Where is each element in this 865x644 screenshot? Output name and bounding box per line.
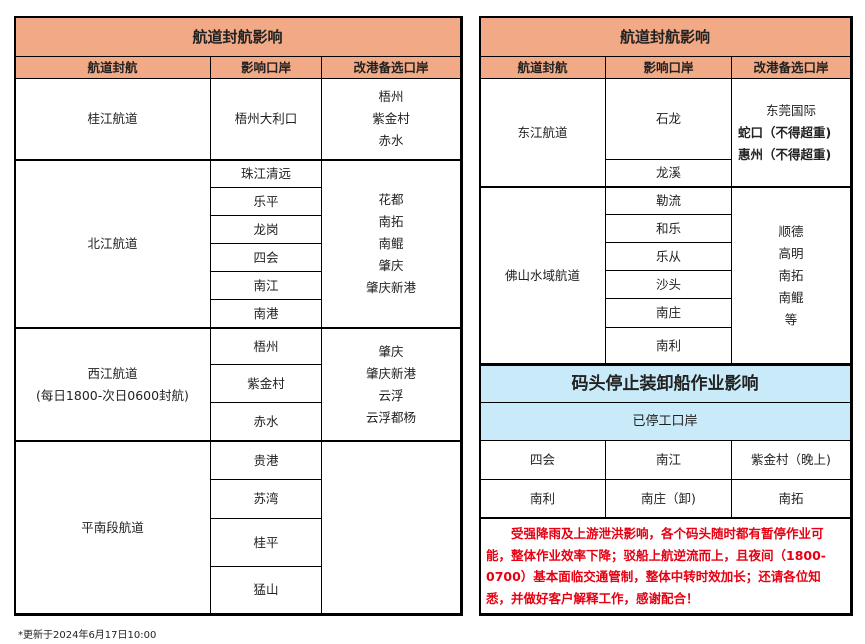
header-alternative-ports: 改港备选口岸 (732, 57, 851, 79)
alt-port: 惠州（不得超重) (738, 146, 832, 162)
channel-cell: 东江航道 (480, 79, 606, 187)
alt-port: 赤水 (378, 133, 404, 148)
alt-port: 花都 (378, 192, 404, 207)
stopped-port: 南利 (480, 480, 606, 518)
port-cell: 四会 (211, 244, 322, 272)
alt-port: 肇庆新港 (365, 280, 416, 295)
alternatives-cell: 肇庆 肇庆新港 云浮 云浮都杨 (322, 327, 461, 441)
channel-cell: 佛山水域航道 (480, 186, 606, 364)
alt-port: 梧州 (378, 89, 404, 104)
alternatives-cell-empty (322, 440, 461, 614)
stoppage-subtitle: 已停工口岸 (480, 403, 851, 441)
port-cell: 赤水 (211, 403, 322, 441)
port-cell: 和乐 (606, 215, 732, 243)
left-table-title: 航道封航影响 (15, 17, 461, 57)
alt-port: 蛇口（不得超重) (738, 124, 832, 140)
alt-port: 南拓 (778, 267, 804, 283)
port-cell: 珠江清远 (211, 159, 322, 188)
stopped-port: 南江 (606, 441, 732, 480)
port-cell: 猛山 (211, 567, 322, 614)
stopped-port: 四会 (480, 441, 606, 480)
alt-port: 肇庆新港 (365, 365, 416, 381)
stopped-port: 南庄（卸) (606, 480, 732, 518)
port-cell: 紫金村 (211, 365, 322, 403)
port-cell: 南江 (211, 272, 322, 300)
port-cell: 贵港 (211, 440, 322, 480)
notice-text: 受强降雨及上游泄洪影响，各个码头随时都有暂停作业可能，整体作业效率下降；驳船上航… (480, 517, 851, 614)
header-channel: 航道封航 (480, 57, 606, 79)
alt-port: 紫金村 (372, 111, 410, 126)
update-timestamp: *更新于2024年6月17日10:00 (18, 630, 157, 641)
alt-port: 东莞国际 (765, 102, 816, 118)
port-cell: 南港 (211, 300, 322, 328)
port-cell: 梧州 (211, 327, 322, 365)
header-alternative-ports: 改港备选口岸 (322, 57, 461, 79)
port-cell: 勒流 (606, 186, 732, 215)
divider (462, 17, 463, 616)
right-table-title: 航道封航影响 (480, 17, 851, 57)
alternatives-cell: 东莞国际 蛇口（不得超重) 惠州（不得超重) (732, 79, 851, 187)
port-cell: 南利 (606, 328, 732, 364)
header-channel: 航道封航 (15, 57, 211, 79)
alt-port: 等 (784, 311, 798, 327)
port-cell: 乐从 (606, 243, 732, 271)
stopped-port: 南拓 (732, 480, 851, 518)
alt-port: 顺德 (778, 223, 804, 239)
port-cell: 桂平 (211, 519, 322, 567)
alt-port: 肇庆 (378, 258, 404, 273)
alt-port: 肇庆 (378, 343, 404, 359)
alternatives-cell: 花都 南拓 南鲲 肇庆 肇庆新港 (322, 159, 461, 328)
alt-port: 云浮 (378, 387, 404, 403)
header-affected-ports: 影响口岸 (606, 57, 732, 79)
port-cell: 龙岗 (211, 216, 322, 244)
alt-port: 南拓 (378, 214, 404, 229)
alt-port: 南鲲 (378, 236, 404, 251)
channel-cell: 北江航道 (15, 159, 211, 328)
channel-cell: 西江航道 (每日1800-次日0600封航) (15, 327, 211, 441)
channel-cell: 平南段航道 (15, 440, 211, 614)
port-cell: 苏湾 (211, 480, 322, 519)
stopped-port: 紫金村（晚上) (732, 441, 851, 480)
header-affected-ports: 影响口岸 (211, 57, 322, 79)
port-cell: 石龙 (606, 79, 732, 160)
port-cell: 南庄 (606, 299, 732, 328)
port-cell: 乐平 (211, 188, 322, 216)
stoppage-title: 码头停止装卸船作业影响 (480, 364, 851, 403)
port-cell: 龙溪 (606, 160, 732, 187)
alt-port: 南鲲 (778, 289, 804, 305)
alt-port: 云浮都杨 (365, 409, 416, 425)
port-cell: 梧州大利口 (211, 79, 322, 160)
channel-note: (每日1800-次日0600封航) (36, 387, 189, 403)
port-cell: 沙头 (606, 271, 732, 299)
channel-name: 西江航道 (87, 365, 138, 381)
channel-cell: 桂江航道 (15, 79, 211, 160)
alt-port: 高明 (778, 245, 804, 261)
alternatives-cell: 顺德 高明 南拓 南鲲 等 (732, 186, 851, 364)
alternatives-cell: 梧州 紫金村 赤水 (322, 79, 461, 160)
